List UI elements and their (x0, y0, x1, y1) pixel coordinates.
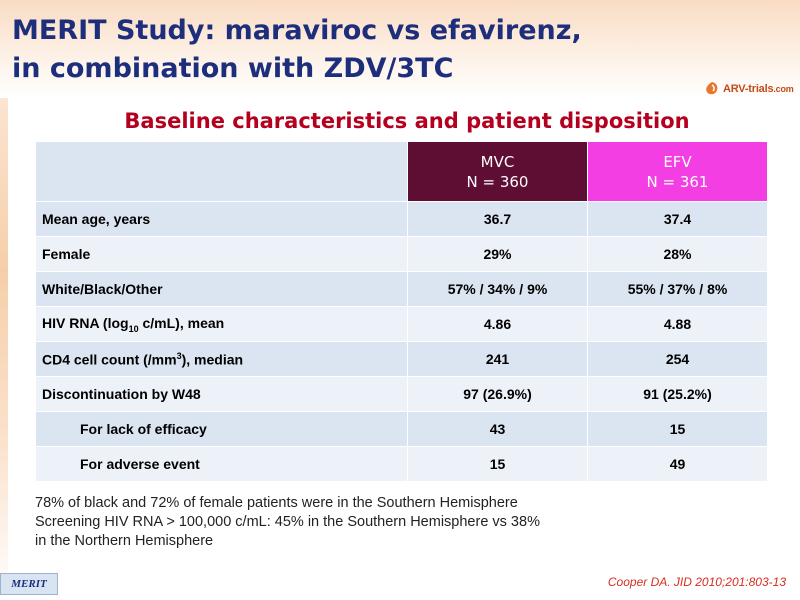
baseline-characteristics-table: MVC N = 360 EFV N = 361 Mean age, years … (35, 141, 768, 482)
arv-trials-logo-text: ARV-trials.com (723, 83, 794, 95)
logo-text-main: ARV-trials (723, 83, 774, 95)
efv-value-lack-of-efficacy: 15 (587, 411, 768, 447)
mvc-value-mean-age: 36.7 (407, 201, 588, 237)
hiv-rna-label-post: c/mL), mean (138, 314, 225, 331)
mvc-value-lack-of-efficacy: 43 (407, 411, 588, 447)
row-label-adverse-event: For adverse event (35, 446, 408, 482)
table-row-female: Female 29% 28% (35, 236, 768, 272)
efv-value-adverse-event: 49 (587, 446, 768, 482)
slide-subtitle: Baseline characteristics and patient dis… (124, 109, 690, 133)
table-row-cd4: CD4 cell count (/mm3), median 241 254 (35, 341, 768, 377)
table-row-discontinuation: Discontinuation by W48 97 (26.9%) 91 (25… (35, 376, 768, 412)
column-header-efv-name: EFV (663, 152, 692, 171)
reference-citation: Cooper DA. JID 2010;201:803-13 (607, 575, 786, 589)
table-row-lack-of-efficacy: For lack of efficacy 43 15 (35, 411, 768, 447)
efv-value-cd4: 254 (587, 341, 768, 377)
mvc-value-discontinuation: 97 (26.9%) (407, 376, 588, 412)
mvc-value-adverse-event: 15 (407, 446, 588, 482)
efv-value-female: 28% (587, 236, 768, 272)
arv-trials-logo: ARV-trials.com (703, 78, 795, 100)
efv-value-hiv-rna: 4.88 (587, 306, 768, 342)
row-label-race: White/Black/Other (35, 271, 408, 307)
hiv-rna-label-subscript: 10 (128, 323, 139, 334)
row-label-lack-of-efficacy: For lack of efficacy (35, 411, 408, 447)
column-header-mvc-name: MVC (480, 152, 515, 171)
column-header-efv: EFV N = 361 (587, 141, 768, 202)
table-row-hiv-rna: HIV RNA (log10 c/mL), mean 4.86 4.88 (35, 306, 768, 342)
cd4-label-superscript: 3 (176, 350, 182, 361)
mvc-value-race: 57% / 34% / 9% (407, 271, 588, 307)
row-label-mean-age: Mean age, years (35, 201, 408, 237)
table-header-row: MVC N = 360 EFV N = 361 (35, 141, 768, 202)
footnotes: 78% of black and 72% of female patients … (35, 494, 675, 551)
table-row-mean-age: Mean age, years 36.7 37.4 (35, 201, 768, 237)
footnote-line-2: Screening HIV RNA > 100,000 c/mL: 45% in… (35, 514, 540, 530)
footnote-line-3: in the Northern Hemisphere (35, 533, 214, 549)
header-gradient-band (0, 0, 800, 98)
row-label-hiv-rna: HIV RNA (log10 c/mL), mean (35, 306, 408, 342)
row-label-discontinuation: Discontinuation by W48 (35, 376, 408, 412)
footnote-line-1: 78% of black and 72% of female patients … (35, 495, 518, 511)
table-header-blank-cell (35, 141, 408, 202)
arv-trials-logo-icon (706, 82, 718, 95)
efv-value-race: 55% / 37% / 8% (587, 271, 768, 307)
cd4-label-post: ), median (181, 351, 244, 368)
efv-value-discontinuation: 91 (25.2%) (587, 376, 768, 412)
hiv-rna-label-pre: HIV RNA (log (42, 314, 129, 331)
mvc-value-cd4: 241 (407, 341, 588, 377)
logo-text-suffix: .com (773, 84, 794, 94)
mvc-value-hiv-rna: 4.86 (407, 306, 588, 342)
column-header-mvc: MVC N = 360 (407, 141, 588, 202)
row-label-cd4: CD4 cell count (/mm3), median (35, 341, 408, 377)
row-label-female: Female (35, 236, 408, 272)
slide-title-line-2: in combination with ZDV/3TC (12, 53, 454, 84)
table-row-race: White/Black/Other 57% / 34% / 9% 55% / 3… (35, 271, 768, 307)
slide-title: MERIT Study: maraviroc vs efavirenz, in … (12, 12, 632, 88)
slide-title-line-1: MERIT Study: maraviroc vs efavirenz, (12, 15, 582, 46)
efv-value-mean-age: 37.4 (587, 201, 768, 237)
column-header-mvc-n: N = 360 (466, 172, 529, 191)
merit-study-badge: MERIT (0, 573, 58, 595)
mvc-value-female: 29% (407, 236, 588, 272)
table-row-adverse-event: For adverse event 15 49 (35, 446, 768, 482)
left-decorative-stripe (0, 0, 8, 600)
column-header-efv-n: N = 361 (646, 172, 709, 191)
cd4-label-pre: CD4 cell count (/mm (42, 351, 177, 368)
